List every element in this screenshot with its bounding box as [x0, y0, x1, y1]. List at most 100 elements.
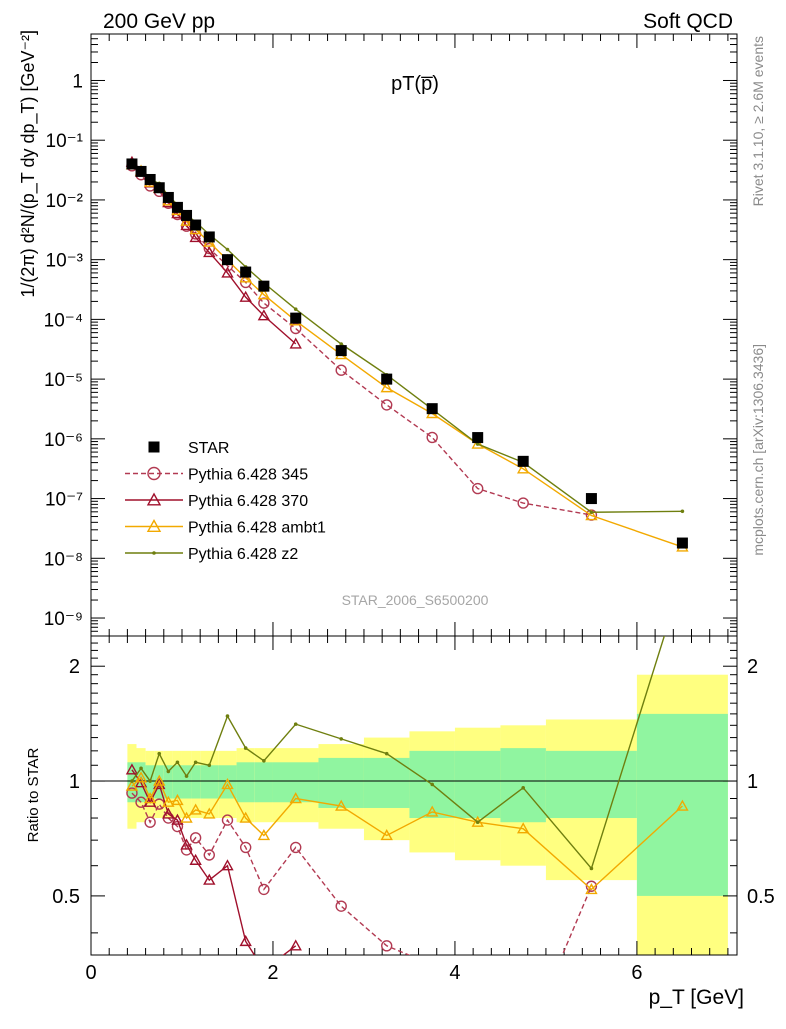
ratio-tick-label: 2	[747, 656, 758, 678]
marker-triangle	[289, 337, 302, 349]
band-stat	[172, 765, 182, 799]
marker-dot	[139, 766, 143, 771]
marker-triangle	[146, 492, 162, 506]
y-tick-label: 10⁻⁹	[44, 609, 83, 630]
marker-square	[171, 201, 183, 213]
data-points	[126, 158, 688, 549]
marker-square	[181, 209, 193, 221]
marker-circle	[471, 482, 484, 495]
marker-triangle	[239, 934, 252, 947]
band-stat	[272, 762, 319, 803]
marker-circle	[585, 880, 598, 892]
marker-triangle	[335, 799, 348, 811]
ratio-line	[131, 792, 593, 955]
band-stat	[163, 765, 173, 799]
y-tick-label: 10⁻¹	[46, 131, 84, 152]
marker-dot	[680, 509, 685, 514]
series-layer	[125, 155, 689, 955]
y-tick-label: 10⁻⁴	[44, 310, 83, 331]
band-stat	[254, 762, 273, 803]
x-tick-label: 4	[449, 962, 460, 984]
axes	[90, 33, 738, 956]
marker-dot	[152, 551, 156, 555]
band-stat	[191, 765, 201, 799]
marker-dot	[207, 763, 212, 768]
marker-circle	[203, 242, 215, 255]
marker-circle	[258, 297, 270, 309]
marker-dot	[339, 342, 344, 346]
legend-label: Pythia 6.428 370	[188, 493, 308, 510]
ratio-tick-label: 1	[747, 771, 758, 793]
marker-triangle	[134, 771, 148, 783]
series-ratio	[130, 636, 666, 871]
marker-triangle	[146, 519, 162, 532]
marker-circle	[203, 849, 215, 861]
marker-circle	[290, 841, 302, 854]
marker-triangle	[203, 873, 216, 885]
marker-square	[162, 191, 174, 203]
marker-triangle	[125, 779, 139, 791]
marker-circle	[517, 497, 529, 509]
band-stat	[454, 750, 501, 819]
marker-dot	[293, 307, 298, 312]
marker-circle	[147, 466, 161, 481]
marker-square	[381, 373, 393, 385]
header-left: 200 GeV pp	[103, 10, 215, 33]
ratio-tick-label: 2	[69, 656, 80, 678]
marker-triangle	[189, 803, 202, 815]
marker-triangle	[257, 309, 271, 321]
marker-circle	[381, 940, 393, 952]
marker-dot	[193, 760, 198, 765]
x-tick-label: 0	[85, 962, 96, 984]
marker-square	[153, 182, 165, 194]
marker-circle	[426, 431, 438, 444]
y-tick-label: 10⁻⁶	[44, 430, 83, 451]
marker-triangle	[257, 829, 271, 841]
marker-dot	[166, 769, 171, 774]
marker-triangle	[585, 882, 598, 895]
marker-triangle	[203, 246, 216, 258]
axis-labels: 0 2 4 6 10⁻⁹ 10⁻⁸ 10⁻⁷ 10⁻⁶ 10⁻⁵ 10⁻⁴ 10⁻³ 10⁻² 10⁻¹…	[44, 71, 775, 984]
marker-circle	[239, 841, 252, 854]
marker-circle	[189, 832, 202, 844]
marker-triangle	[171, 813, 184, 825]
y-tick-label: 10⁻⁷	[45, 490, 83, 511]
legend-label: Pythia 6.428 ambt1	[188, 520, 326, 537]
marker-triangle	[143, 792, 157, 804]
y-tick-label: 10⁻²	[46, 191, 84, 212]
marker-dot	[475, 820, 480, 825]
band-stat	[636, 713, 728, 896]
marker-triangle	[516, 822, 530, 834]
band-stat	[363, 757, 410, 808]
marker-triangle	[239, 290, 252, 302]
band-stat	[181, 765, 192, 799]
series-line	[131, 164, 683, 548]
ratio-tick-label: 0.5	[747, 886, 775, 908]
marker-triangle	[162, 807, 175, 819]
marker-dot	[521, 786, 525, 790]
marker-triangle	[162, 795, 175, 807]
y-tick-label: 10⁻⁸	[44, 549, 83, 570]
marker-triangle	[189, 853, 202, 865]
marker-square	[290, 312, 302, 324]
legend-entry: STAR	[148, 440, 229, 457]
header-right: Soft QCD	[643, 10, 733, 33]
series-line	[131, 165, 592, 516]
y-tick-label: 1	[72, 71, 83, 92]
y-axis-title: 1/(2π) d²N/(p_T dy dp_T) [GeV⁻²]	[18, 30, 39, 298]
marker-square	[426, 403, 438, 415]
marker-square	[517, 455, 529, 467]
x-tick-label: 2	[267, 962, 278, 984]
marker-triangle	[180, 838, 193, 850]
side-rivet: Rivet 3.1.10, ≥ 2.6M events	[750, 36, 766, 206]
marker-dot	[475, 442, 480, 446]
reference-bands	[127, 674, 728, 955]
marker-triangle	[380, 381, 393, 393]
marker-triangle	[585, 509, 598, 521]
marker-square	[203, 231, 215, 243]
marker-dot	[175, 760, 180, 765]
marker-dot	[589, 866, 594, 871]
marker-square	[148, 441, 160, 453]
marker-triangle	[171, 793, 184, 806]
marker-triangle	[221, 859, 234, 871]
